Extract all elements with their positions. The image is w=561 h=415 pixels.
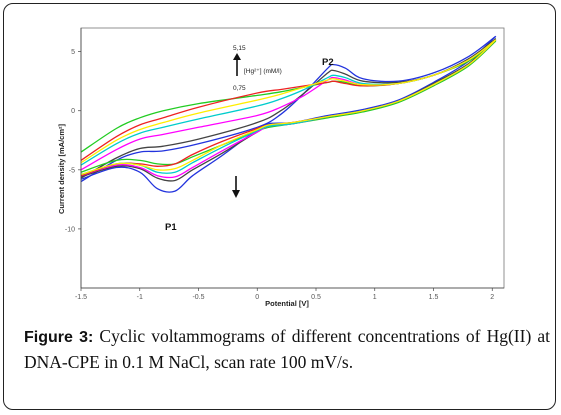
x-tick-label: -0.5	[192, 294, 204, 301]
y-axis-label: Current density [mA/cm²]	[57, 123, 66, 214]
x-tick-label: 0.5	[311, 294, 321, 301]
plot-area	[80, 27, 505, 289]
x-tick-label: -1.5	[75, 294, 87, 301]
figure-caption-text: Cyclic voltammograms of different concen…	[24, 326, 551, 372]
figure-caption: Figure 3: Cyclic voltammograms of differ…	[24, 324, 550, 374]
voltammogram-series	[80, 39, 497, 176]
concentration-bottom-label: 0,75	[233, 85, 246, 92]
y-tick-label: -10	[65, 226, 75, 233]
peak-label-p2: P2	[322, 57, 334, 68]
up-arrow-icon	[233, 53, 241, 76]
y-tick-label: -5	[69, 167, 75, 174]
figure-caption-label: Figure 3:	[24, 329, 94, 346]
series-forward-line	[80, 39, 497, 164]
down-arrow-icon	[232, 176, 240, 198]
x-tick-label: 2	[490, 294, 494, 301]
voltammogram-series	[80, 35, 497, 193]
x-tick-label: 1.5	[429, 294, 439, 301]
x-tick-label: 0	[255, 294, 259, 301]
concentration-top-label: 5,15	[233, 45, 246, 52]
series-reverse-line	[80, 39, 497, 176]
figure-frame: -1.5 -1 -0.5 0 0.5 1 1.5 2 5 0 -5 -10 Current densi…	[3, 3, 556, 410]
y-tick-label: 5	[71, 49, 75, 56]
peak-label-p1: P1	[165, 222, 177, 233]
x-tick-label: -1	[137, 294, 143, 301]
series-reverse-line	[80, 35, 497, 193]
concentration-label: [Hg²⁺] (mM/l)	[244, 68, 282, 75]
x-axis-label: Potential [V]	[265, 299, 309, 308]
cyclic-voltammogram-chart: -1.5 -1 -0.5 0 0.5 1 1.5 2 5 0 -5 -10 Current densi…	[57, 27, 505, 308]
series-forward-line	[80, 35, 497, 183]
x-tick-label: 1	[373, 294, 377, 301]
y-tick-label: 0	[71, 108, 75, 115]
